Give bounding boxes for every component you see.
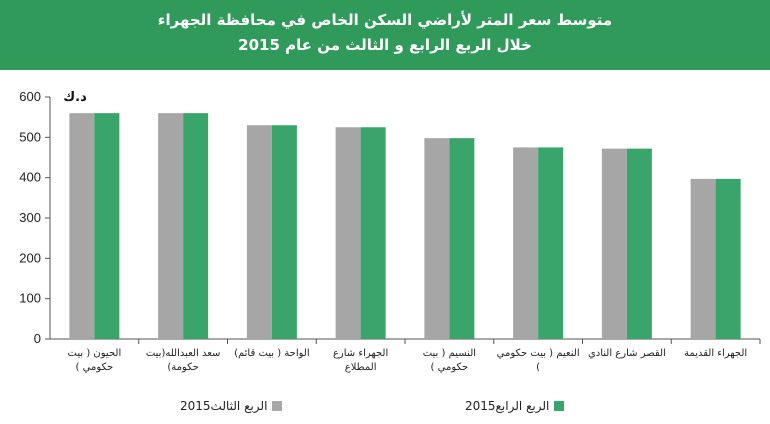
bar-q3 <box>424 138 450 339</box>
x-category-label: حكومي ) <box>76 362 114 373</box>
chart-header: متوسط سعر المتر لأراضي السكن الخاص في مح… <box>0 0 770 70</box>
legend-item-q4: الربع الرابع2015 <box>465 398 565 414</box>
y-tick-label: 600 <box>19 89 41 104</box>
bar-q4 <box>360 127 386 339</box>
bar-q3 <box>69 113 95 339</box>
bar-q4 <box>715 178 741 339</box>
bar-chart: 0 100 200 300 400 500 600 د.ك الحيون ( بيت حكومي … <box>19 89 761 373</box>
y-tick-label: 0 <box>34 331 41 346</box>
bar-q3 <box>246 125 272 339</box>
legend-swatch-q3 <box>272 401 283 411</box>
chart-title-line-1: متوسط سعر المتر لأراضي السكن الخاص في مح… <box>157 11 613 29</box>
x-category-label: النسيم ( بيت <box>423 348 476 359</box>
bar-q3 <box>335 127 361 339</box>
bar-q3 <box>690 178 716 339</box>
legend-label-q3: الربع الثالث2015 <box>180 399 268 413</box>
y-tick-label: 500 <box>19 129 41 144</box>
y-tick-label: 100 <box>19 291 41 306</box>
x-category-label: الواحة ( بيت قائم) <box>234 348 310 359</box>
x-category-label: القصر شارع النادي <box>588 348 666 359</box>
y-tick-label: 300 <box>19 210 41 225</box>
x-category-label: المطلاع <box>345 362 377 373</box>
bar-q3 <box>601 148 627 339</box>
bar-q4 <box>183 113 209 339</box>
y-tick-label: 400 <box>19 170 41 185</box>
y-tick-label: 200 <box>19 250 41 265</box>
bar-q3 <box>158 113 184 339</box>
x-category-label: حكومة) <box>167 362 199 373</box>
x-category-label: النعيم ( بيت حكومي <box>497 348 580 359</box>
x-category-label: حكومي ) <box>431 362 469 373</box>
bar-q4 <box>94 113 120 339</box>
bar-q3 <box>513 147 539 339</box>
x-category-label: الجهراء شارع <box>333 348 388 359</box>
legend-swatch-q4 <box>554 401 565 411</box>
bar-q4 <box>271 125 297 339</box>
x-category-label: سعد العبدالله(بيت <box>146 348 221 359</box>
bar-q4 <box>449 138 475 339</box>
bar-q4 <box>538 147 564 339</box>
chart-title-line-2: خلال الربع الرابع و الثالث من عام 2015 <box>238 36 532 54</box>
x-category-label: الجهراء القديمة <box>684 348 747 359</box>
x-category-label: ) <box>536 362 540 373</box>
bar-q4 <box>626 148 652 339</box>
legend-item-q3: الربع الثالث2015 <box>180 398 283 414</box>
y-unit-label: د.ك <box>63 90 87 105</box>
legend-label-q4: الربع الرابع2015 <box>465 399 550 413</box>
x-category-label: الحيون ( بيت <box>68 348 122 359</box>
